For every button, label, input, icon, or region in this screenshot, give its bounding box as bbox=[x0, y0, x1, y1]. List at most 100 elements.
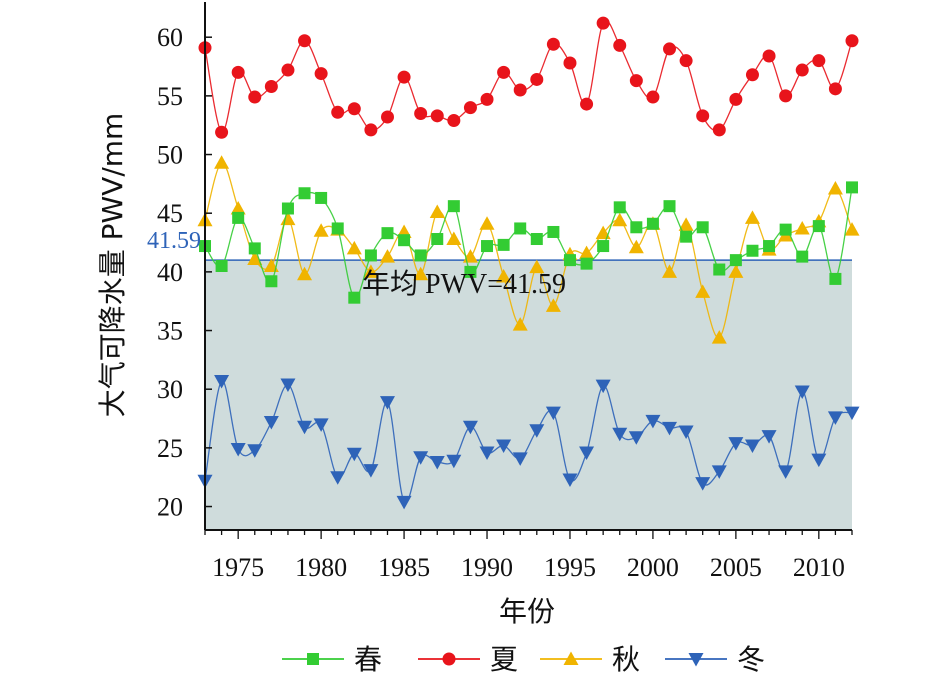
data-point-春-1981 bbox=[331, 222, 344, 235]
data-point-夏-1999 bbox=[629, 74, 643, 88]
legend-marker-春 bbox=[307, 653, 319, 665]
data-point-夏-1982 bbox=[347, 102, 361, 116]
data-point-春-2007 bbox=[763, 240, 776, 253]
y-tick-label: 60 bbox=[157, 23, 183, 52]
data-point-冬-1986 bbox=[413, 451, 429, 465]
data-point-秋-1996 bbox=[579, 245, 595, 260]
data-point-秋-1986 bbox=[413, 266, 429, 281]
data-point-春-1980 bbox=[315, 191, 328, 204]
data-point-春-1989 bbox=[464, 265, 477, 278]
legend-label-秋: 秋 bbox=[612, 643, 640, 676]
y-tick-label: 20 bbox=[157, 493, 183, 522]
x-axis-title: 年份 bbox=[499, 595, 555, 628]
data-point-夏-1991 bbox=[497, 65, 511, 79]
data-point-冬-2001 bbox=[662, 421, 678, 436]
mean-pwv-annotation: 年均 PWV=41.59 bbox=[362, 268, 566, 300]
data-point-夏-1984 bbox=[380, 110, 394, 124]
data-point-夏-2006 bbox=[745, 68, 759, 82]
data-point-秋-2003 bbox=[695, 284, 711, 298]
data-point-冬-1981 bbox=[330, 471, 346, 485]
data-point-冬-2006 bbox=[744, 439, 760, 454]
data-point-冬-1975 bbox=[230, 443, 246, 457]
x-tick-label: 1995 bbox=[544, 553, 596, 582]
data-point-冬-1996 bbox=[579, 446, 595, 461]
data-point-夏-1977 bbox=[264, 79, 278, 93]
x-tick-label: 1990 bbox=[461, 553, 513, 582]
y-tick-label: 35 bbox=[157, 317, 183, 346]
data-point-夏-2001 bbox=[663, 42, 677, 56]
x-tick-label: 2005 bbox=[710, 553, 762, 582]
data-point-春-1979 bbox=[298, 187, 311, 200]
data-point-冬-2012 bbox=[844, 406, 860, 421]
data-point-冬-1980 bbox=[313, 418, 329, 432]
data-point-冬-1991 bbox=[496, 439, 512, 454]
data-point-春-2010 bbox=[812, 220, 825, 233]
data-point-夏-1994 bbox=[546, 37, 560, 51]
data-point-夏-2007 bbox=[762, 49, 776, 63]
data-point-冬-1985 bbox=[396, 495, 412, 510]
data-point-夏-2010 bbox=[812, 54, 826, 68]
legend-label-冬: 冬 bbox=[737, 643, 765, 676]
data-point-冬-1977 bbox=[263, 416, 279, 430]
data-point-春-2011 bbox=[829, 272, 842, 285]
data-point-夏-1996 bbox=[580, 97, 594, 111]
data-point-春-1994 bbox=[547, 225, 560, 238]
below-mean-shading bbox=[205, 260, 852, 530]
data-point-夏-1986 bbox=[414, 106, 428, 120]
data-point-冬-1997 bbox=[595, 379, 611, 394]
data-point-冬-1984 bbox=[379, 396, 395, 410]
data-point-冬-2011 bbox=[827, 411, 843, 425]
data-point-秋-2011 bbox=[827, 181, 843, 195]
data-point-夏-1974 bbox=[215, 125, 229, 139]
data-point-冬-2003 bbox=[695, 477, 711, 491]
data-point-冬-1974 bbox=[214, 374, 230, 389]
data-point-秋-1979 bbox=[297, 266, 313, 281]
reference-value-label: 41.59 bbox=[147, 228, 201, 254]
data-point-秋-1983 bbox=[363, 264, 379, 278]
data-point-秋-1982 bbox=[346, 240, 362, 255]
data-point-秋-1984 bbox=[379, 249, 395, 263]
data-point-秋-1975 bbox=[230, 201, 246, 215]
data-point-秋-2001 bbox=[662, 264, 678, 278]
data-point-夏-2003 bbox=[696, 109, 710, 123]
data-point-夏-1997 bbox=[596, 16, 610, 30]
legend-label-夏: 夏 bbox=[490, 643, 518, 676]
data-point-夏-2012 bbox=[845, 34, 859, 48]
data-point-秋-1980 bbox=[313, 223, 329, 237]
data-point-秋-2004 bbox=[711, 330, 727, 344]
data-point-春-1976 bbox=[248, 242, 261, 255]
data-point-秋-1990 bbox=[479, 216, 495, 230]
legend: 春夏秋冬 bbox=[282, 643, 765, 676]
data-point-冬-2004 bbox=[711, 465, 727, 479]
data-point-冬-2007 bbox=[761, 430, 777, 444]
series-line-秋 bbox=[204, 162, 853, 339]
data-point-夏-1988 bbox=[447, 114, 461, 128]
plot-area: 20 25 30 35 40 45 50 55 60 1975 1980 1985 1990 1995 20… bbox=[157, 2, 860, 582]
data-point-秋-1993 bbox=[529, 259, 545, 274]
x-tick-label: 1980 bbox=[295, 553, 347, 582]
legend-marker-秋 bbox=[563, 651, 579, 665]
data-point-春-2002 bbox=[680, 230, 693, 243]
data-point-秋-2006 bbox=[744, 210, 760, 224]
data-point-冬-1979 bbox=[297, 420, 313, 435]
data-point-秋-1974 bbox=[214, 155, 230, 169]
data-point-冬-2002 bbox=[678, 425, 694, 439]
data-point-夏-1998 bbox=[613, 38, 627, 52]
legend-marker-夏 bbox=[442, 652, 456, 666]
data-point-秋-2009 bbox=[794, 220, 810, 235]
data-point-冬-1976 bbox=[247, 444, 263, 458]
data-point-夏-1983 bbox=[364, 123, 378, 137]
data-point-春-1988 bbox=[447, 200, 460, 213]
data-point-夏-1992 bbox=[513, 83, 527, 97]
data-point-夏-1979 bbox=[298, 34, 312, 48]
y-tick-label: 40 bbox=[157, 258, 183, 287]
data-point-春-2009 bbox=[796, 250, 809, 263]
data-point-春-1987 bbox=[431, 233, 444, 246]
data-point-夏-2004 bbox=[712, 123, 726, 137]
data-point-秋-2005 bbox=[728, 264, 744, 278]
data-point-秋-1987 bbox=[429, 204, 445, 219]
data-point-夏-2000 bbox=[646, 90, 660, 104]
data-point-春-1983 bbox=[364, 249, 377, 262]
data-point-秋-1976 bbox=[247, 251, 263, 265]
data-point-夏-2011 bbox=[828, 82, 842, 96]
